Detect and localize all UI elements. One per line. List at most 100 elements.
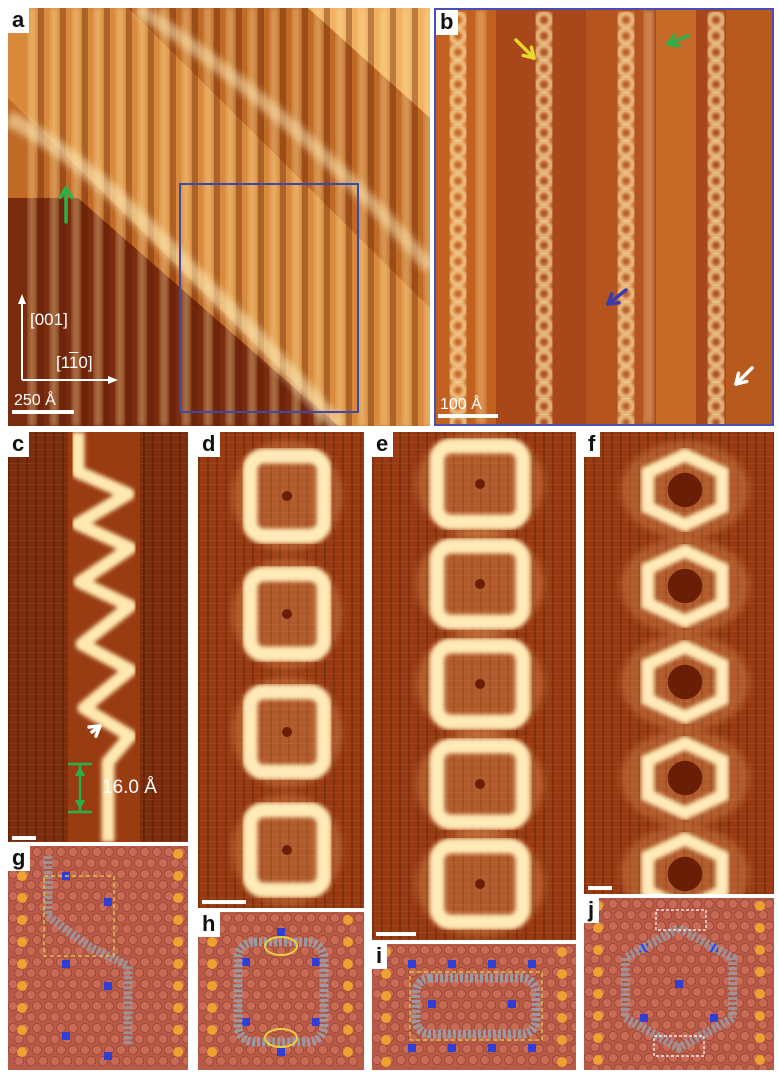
- substrate-atom: [116, 891, 126, 901]
- substrate-atom: [674, 954, 684, 964]
- substrate-atom: [650, 954, 660, 964]
- substrate-atom: [152, 913, 162, 923]
- substrate-atom: [74, 902, 84, 912]
- adatom-orange: [343, 1047, 353, 1057]
- substrate-atom: [216, 990, 226, 1000]
- substrate-atom: [354, 1023, 364, 1033]
- substrate-atom: [44, 1023, 54, 1033]
- substrate-atom: [98, 968, 108, 978]
- molecular-ring: [641, 831, 729, 894]
- substrate-atom: [680, 1009, 690, 1019]
- substrate-atom: [158, 1034, 168, 1044]
- molecular-ring: [449, 316, 467, 335]
- substrate-atom: [438, 1000, 448, 1010]
- adatom-blue: [675, 980, 683, 988]
- substrate-atom: [480, 989, 490, 999]
- substrate-atom: [680, 1053, 690, 1063]
- substrate-atom: [152, 1023, 162, 1033]
- substrate-atom: [182, 1056, 188, 1066]
- substrate-atom: [98, 1012, 108, 1022]
- scale-bar-a: [12, 410, 74, 414]
- substrate-atom: [680, 943, 690, 953]
- substrate-atom: [330, 957, 340, 967]
- molecular-ring: [707, 397, 725, 416]
- substrate-atom: [264, 1012, 274, 1022]
- step-edge: [134, 8, 430, 273]
- substrate-atom: [294, 957, 304, 967]
- substrate-atom: [104, 913, 114, 923]
- substrate-atom: [546, 1022, 556, 1032]
- adatom-orange: [381, 1013, 391, 1023]
- substrate-atom: [318, 935, 328, 945]
- substrate-atom: [182, 858, 188, 868]
- substrate-atom: [170, 880, 180, 890]
- substrate-atom: [746, 1020, 756, 1030]
- substrate-atom: [354, 935, 364, 945]
- stm-image-d: [198, 432, 364, 908]
- substrate-atom: [116, 869, 126, 879]
- adatom-orange: [173, 893, 183, 903]
- molecular-ring: [449, 204, 467, 223]
- substrate-atom: [8, 1023, 18, 1033]
- substrate-atom: [570, 1044, 576, 1054]
- substrate-atom: [86, 990, 96, 1000]
- substrate-atom: [74, 924, 84, 934]
- substrate-atom: [158, 946, 168, 956]
- substrate-atom: [26, 946, 36, 956]
- substrate-atom: [746, 1064, 756, 1070]
- substrate-atom: [608, 899, 618, 909]
- substrate-atom: [644, 1053, 654, 1063]
- substrate-atom: [38, 1034, 48, 1044]
- substrate-atom: [692, 987, 702, 997]
- ring-center: [475, 479, 485, 489]
- substrate-atom: [56, 979, 66, 989]
- adatom-orange: [17, 1003, 27, 1013]
- substrate-atom: [134, 1034, 144, 1044]
- substrate-atom: [140, 979, 150, 989]
- substrate-atom: [246, 979, 256, 989]
- panel-label-e: e: [372, 432, 394, 457]
- molecular-ring: [617, 365, 635, 384]
- substrate-atom: [758, 976, 768, 986]
- substrate-atom: [98, 990, 108, 1000]
- substrate-atom: [686, 910, 696, 920]
- substrate-atom: [198, 1001, 208, 1011]
- molecular-ring: [707, 381, 725, 400]
- substrate-atom: [444, 989, 454, 999]
- ring-center: [667, 664, 703, 700]
- substrate-atom: [86, 1056, 96, 1066]
- adatom-orange: [593, 967, 603, 977]
- substrate-atom: [258, 1001, 268, 1011]
- substrate-atom: [608, 1053, 618, 1063]
- substrate-atom: [258, 1023, 268, 1033]
- molecular-row: [94, 8, 102, 426]
- substrate-atom: [336, 968, 346, 978]
- adatom-blue: [508, 1000, 516, 1008]
- stm-image-b: [436, 10, 772, 424]
- substrate-atom: [704, 965, 714, 975]
- substrate-atom: [62, 968, 72, 978]
- substrate-atom: [656, 1053, 666, 1063]
- substrate-atom: [608, 921, 618, 931]
- substrate-atom: [492, 1055, 502, 1065]
- substrate-atom: [32, 935, 42, 945]
- adatom-orange: [593, 1055, 603, 1065]
- molecular-row: [160, 8, 168, 426]
- substrate-atom: [716, 899, 726, 909]
- panel-a: a [001] [110] 250 Å: [8, 8, 430, 426]
- substrate-atom: [632, 1031, 642, 1041]
- molecular-ring: [449, 268, 467, 287]
- substrate-atom: [146, 1034, 156, 1044]
- molecular-ring: [535, 381, 553, 400]
- substrate-atom: [438, 956, 448, 966]
- substrate-atom: [656, 921, 666, 931]
- substrate-atom: [246, 1001, 256, 1011]
- substrate-atom: [80, 1023, 90, 1033]
- substrate-atom: [164, 891, 174, 901]
- adatom-orange: [343, 1025, 353, 1035]
- substrate-atom: [32, 847, 42, 857]
- adatom-orange: [173, 1025, 183, 1035]
- substrate-atom: [134, 968, 144, 978]
- substrate-atom: [740, 1031, 750, 1041]
- adatom-orange: [207, 937, 217, 947]
